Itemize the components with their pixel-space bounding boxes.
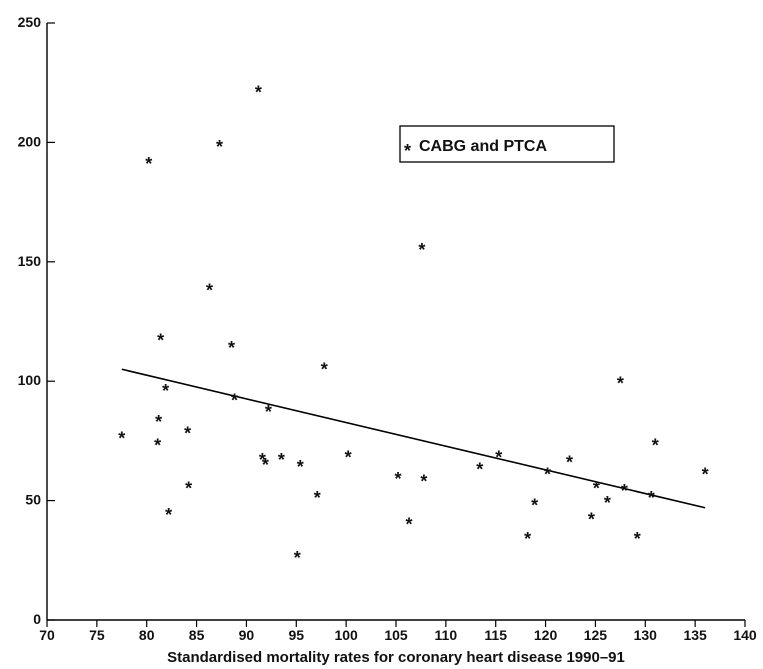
y-tick-label: 250 <box>18 14 42 30</box>
data-point: * <box>544 464 551 484</box>
data-point: * <box>162 381 169 401</box>
data-point: * <box>593 479 600 499</box>
data-point: * <box>702 464 709 484</box>
data-point: * <box>531 495 538 515</box>
data-point: * <box>145 154 152 174</box>
data-point: * <box>314 488 321 508</box>
y-tick-label: 100 <box>18 372 42 388</box>
data-points: ****************************************… <box>118 82 708 568</box>
x-tick-label: 70 <box>39 627 55 643</box>
data-point: * <box>165 505 172 525</box>
x-tick-label: 90 <box>239 627 255 643</box>
data-point: * <box>321 359 328 379</box>
data-point: * <box>418 240 425 260</box>
x-tick-label: 120 <box>534 627 558 643</box>
x-tick-label: 75 <box>89 627 105 643</box>
data-point: * <box>118 429 125 449</box>
y-ticks: 0 50 100 150 200 250 <box>18 14 55 627</box>
y-tick-label: 150 <box>18 253 42 269</box>
legend-entry: CABG and PTCA <box>419 138 547 155</box>
data-point: * <box>405 514 412 534</box>
x-tick-label: 95 <box>288 627 304 643</box>
data-point: * <box>476 460 483 480</box>
data-point: * <box>588 510 595 530</box>
data-point: * <box>154 436 161 456</box>
data-point: * <box>259 450 266 470</box>
data-point: * <box>265 402 272 422</box>
data-point: * <box>278 450 285 470</box>
data-point: * <box>155 412 162 432</box>
data-point: * <box>206 280 213 300</box>
x-tick-label: 125 <box>584 627 608 643</box>
data-point: * <box>231 390 238 410</box>
x-tick-label: 130 <box>634 627 658 643</box>
data-point: * <box>604 493 611 513</box>
x-tick-label: 85 <box>189 627 205 643</box>
x-tick-label: 105 <box>384 627 408 643</box>
y-tick-label: 50 <box>25 492 41 508</box>
x-axis: 70 75 80 85 90 95 100 105 110 115 120 125 130 135 140 <box>39 619 757 643</box>
data-point: * <box>157 331 164 351</box>
data-point: * <box>634 529 641 549</box>
data-point: * <box>621 481 628 501</box>
data-point: * <box>566 452 573 472</box>
data-point: * <box>345 448 352 468</box>
data-point: * <box>420 471 427 491</box>
x-tick-label: 140 <box>733 627 757 643</box>
data-point: * <box>617 374 624 394</box>
x-tick-label: 100 <box>334 627 358 643</box>
x-ticks: 70 75 80 85 90 95 100 105 110 115 120 125 130 135 140 <box>39 620 757 643</box>
data-point: * <box>495 448 502 468</box>
x-tick-label: 110 <box>435 627 458 643</box>
data-point: * <box>648 488 655 508</box>
data-point: * <box>294 548 301 568</box>
data-point: * <box>216 137 223 157</box>
legend-marker: * <box>404 141 411 161</box>
x-axis-label: Standardised mortality rates for coronar… <box>167 649 625 666</box>
y-axis: 0 50 100 150 200 250 <box>18 14 55 627</box>
x-tick-label: 115 <box>484 627 507 643</box>
data-point: * <box>652 436 659 456</box>
x-tick-label: 135 <box>683 627 707 643</box>
y-tick-label: 200 <box>18 133 42 149</box>
data-point: * <box>255 82 262 102</box>
data-point: * <box>297 457 304 477</box>
data-point: * <box>262 455 269 475</box>
legend: * CABG and PTCA <box>399 125 615 163</box>
data-point: * <box>524 529 531 549</box>
y-tick-label: 0 <box>33 611 41 627</box>
x-tick-label: 80 <box>139 627 155 643</box>
data-point: * <box>185 479 192 499</box>
legend-box <box>399 125 615 163</box>
data-point: * <box>394 469 401 489</box>
data-point: * <box>228 338 235 358</box>
regression-line <box>121 368 706 509</box>
data-point: * <box>184 424 191 444</box>
